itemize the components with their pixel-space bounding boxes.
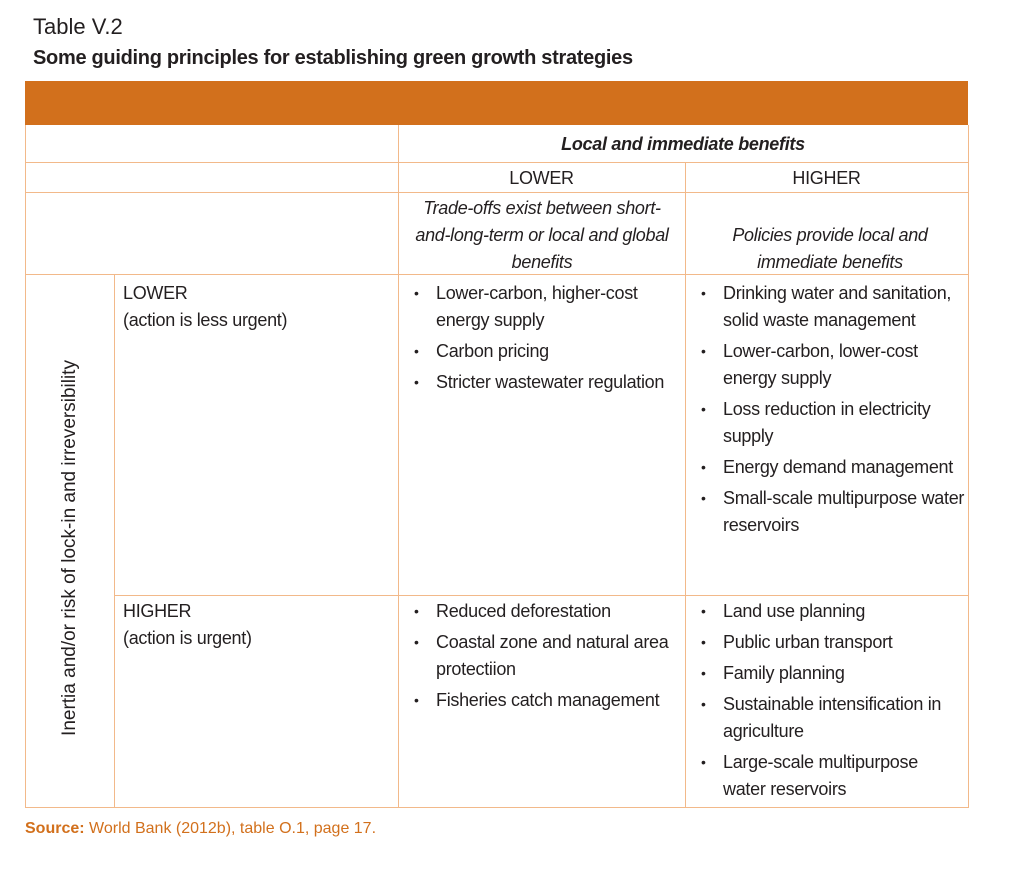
list-item: Stricter wastewater regulation <box>412 369 674 396</box>
cell-lower-higher: Drinking water and sanitation, solid was… <box>699 280 965 543</box>
list-item: Lower-carbon, higher-cost energy supply <box>412 280 674 334</box>
source-text: World Bank (2012b), table O.1, page 17. <box>89 820 377 837</box>
list-item: Family planning <box>699 660 965 687</box>
header-benefits: Local and immediate benefits <box>561 134 805 154</box>
cell-higher-higher: Land use planning Public urban transport F… <box>699 598 965 807</box>
table-label: Table V.2 <box>33 14 123 39</box>
list-item: Large-scale multipurpose water reservoir… <box>699 749 965 803</box>
row-level: HIGHER <box>123 601 192 621</box>
list-item: Small-scale multipurpose water reservoir… <box>699 485 965 539</box>
list-item: Lower-carbon, lower-cost energy supply <box>699 338 965 392</box>
row-higher-label: HIGHER (action is urgent) <box>123 598 393 652</box>
list-item: Coastal zone and natural area protectiio… <box>412 629 674 683</box>
source-label: Source: <box>25 820 85 837</box>
header-lower: LOWER <box>509 168 574 188</box>
row-level: LOWER <box>123 283 188 303</box>
header-higher-desc: Policies provide local and immediate ben… <box>732 225 928 272</box>
list-item: Carbon pricing <box>412 338 674 365</box>
cell-lower-lower: Lower-carbon, higher-cost energy supply C… <box>412 280 674 400</box>
cell-higher-lower: Reduced deforestation Coastal zone and na… <box>412 598 674 718</box>
list-item: Land use planning <box>699 598 965 625</box>
header-higher: HIGHER <box>792 168 861 188</box>
row-axis-label: Inertia and/or risk of lock-in and irrev… <box>59 360 80 736</box>
row-note: (action is less urgent) <box>123 310 288 330</box>
source-note: Source: World Bank (2012b), table O.1, p… <box>25 820 376 838</box>
row-note: (action is urgent) <box>123 628 252 648</box>
header-lower-desc: Trade-offs exist between short-and-long-… <box>415 198 669 272</box>
list-item: Reduced deforestation <box>412 598 674 625</box>
row-lower-label: LOWER (action is less urgent) <box>123 280 393 334</box>
list-item: Public urban transport <box>699 629 965 656</box>
list-item: Sustainable intensification in agricultu… <box>699 691 965 745</box>
list-item: Loss reduction in electricity supply <box>699 396 965 450</box>
list-item: Energy demand management <box>699 454 965 481</box>
list-item: Drinking water and sanitation, solid was… <box>699 280 965 334</box>
table-title: Some guiding principles for establishing… <box>33 47 633 69</box>
header-band <box>25 81 968 125</box>
list-item: Fisheries catch management <box>412 687 674 714</box>
